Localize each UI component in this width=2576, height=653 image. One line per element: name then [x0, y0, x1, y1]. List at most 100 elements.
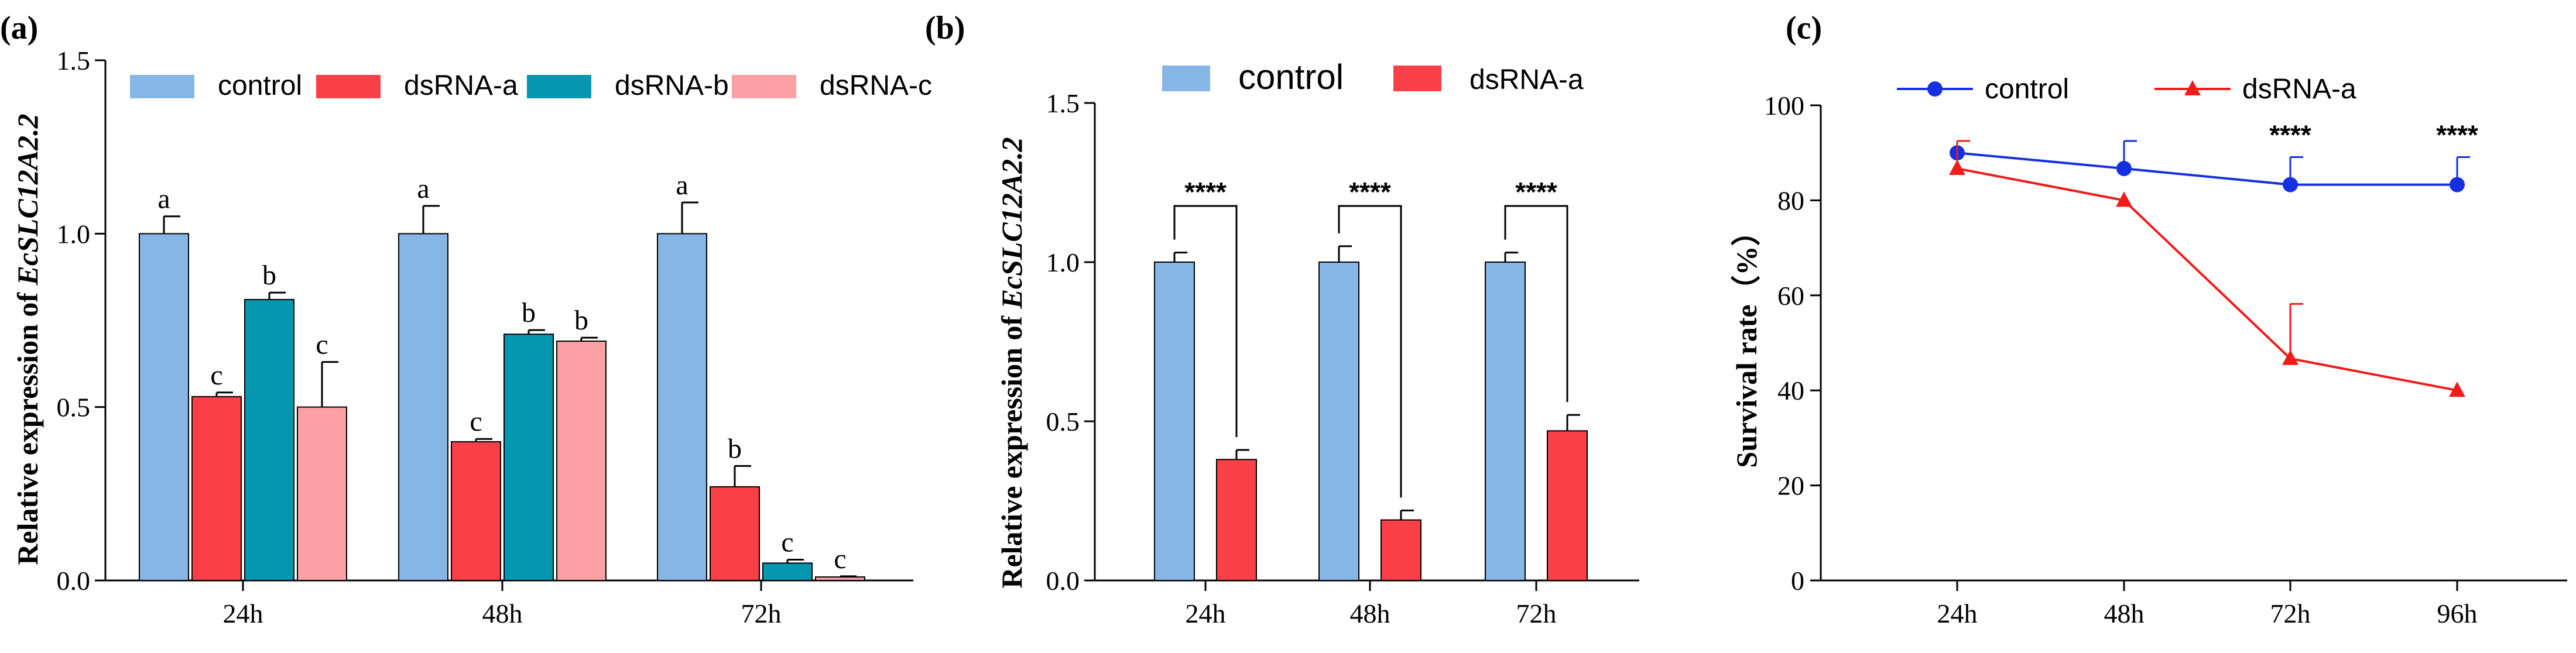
x-tick-label-a: 48h	[482, 599, 523, 628]
point-control-96h	[2450, 177, 2465, 193]
x-tick-label-c: 48h	[2104, 599, 2145, 628]
panel-label-c: (c)	[1786, 10, 1822, 46]
point-dsRNA-a-72h	[2282, 349, 2298, 365]
significance-letter-dsRNA-a-24h: c	[210, 360, 222, 391]
significance-letter-dsRNA-b-48h: b	[522, 297, 536, 328]
legend-marker-control	[1927, 81, 1943, 97]
legend-a: control dsRNA-a dsRNA-b dsRNA-c	[130, 70, 932, 101]
y-tick-label-c: 60	[1777, 281, 1804, 311]
y-tick-label-c: 100	[1764, 91, 1804, 121]
legend-label-dsRNA-a: dsRNA-a	[404, 70, 518, 101]
legend-swatch-dsRNA-a	[316, 75, 381, 98]
bar-dsRNA-a-24h	[191, 396, 242, 581]
x-tick-label-c: 24h	[1937, 599, 1978, 628]
bar-dsRNA-a-48h	[1381, 519, 1421, 582]
significance-stars-48h: ****	[1349, 177, 1391, 207]
legend-label-dsRNA-b: dsRNA-b	[615, 70, 729, 101]
lines-c: **** ****	[1949, 120, 2478, 397]
y-tick-label-c: 0	[1791, 566, 1804, 596]
significance-letter-control-72h: a	[676, 170, 688, 201]
legend-swatch-dsRNA-a	[1393, 66, 1441, 91]
legend-label-control: control	[218, 70, 302, 101]
x-tick-label-b: 24h	[1186, 599, 1226, 628]
legend-label-dsRNA-c: dsRNA-c	[820, 70, 932, 101]
significance-bracket-48h	[1338, 205, 1402, 498]
significance-letter-dsRNA-b-72h: c	[781, 527, 793, 558]
bar-control-72h	[657, 233, 707, 582]
bar-dsRNA-a-24h	[1216, 459, 1257, 582]
significance-letter-dsRNA-c-72h: c	[834, 544, 846, 575]
legend-swatch-control	[1162, 66, 1210, 91]
chart-b: (b) Relative expression of EcSLC12A2.2 0…	[925, 10, 1639, 628]
significance-stars-72h: ****	[1515, 177, 1557, 207]
bar-dsRNA-b-24h	[244, 298, 294, 581]
bar-dsRNA-c-24h	[297, 406, 347, 582]
bar-dsRNA-c-48h	[556, 341, 607, 581]
bar-dsRNA-a-72h	[710, 486, 760, 581]
legend-marker-dsRNA-a	[2184, 80, 2201, 95]
bar-dsRNA-a-72h	[1547, 430, 1588, 581]
y-axis-title-a-prefix: Relative expression of	[11, 285, 44, 565]
y-tick-label-c: 40	[1777, 376, 1804, 405]
y-axis-title-b: Relative expression of EcSLC12A2.2	[995, 137, 1028, 588]
x-tick-label-b: 72h	[1516, 599, 1557, 628]
y-tick-label-a: 0.5	[57, 393, 91, 422]
y-tick-label-b: 1.5	[1046, 88, 1080, 118]
y-axis-title-a: Relative expression of EcSLC12A2.2	[11, 114, 44, 565]
y-axis-title-a-gene: EcSLC12A2.2	[11, 114, 44, 286]
panel-label-b: (b)	[925, 10, 965, 46]
significance-stars-72h: ****	[2269, 120, 2311, 150]
series-line-control	[1957, 152, 2457, 186]
y-axis-title-b-gene: EcSLC12A2.2	[995, 137, 1028, 309]
y-tick-label-b: 0.5	[1046, 407, 1080, 437]
y-tick-label-a: 1.0	[57, 219, 91, 249]
y-tick-label-b: 0.0	[1046, 566, 1080, 596]
axes-a: 0.0 0.5 1.0 1.5 24h 48h 72h	[57, 46, 913, 628]
y-tick-label-b: 1.0	[1046, 248, 1080, 277]
legend-b: control dsRNA-a	[1162, 57, 1584, 97]
significance-letter-dsRNA-c-24h: c	[316, 329, 328, 360]
legend-label-control: control	[1238, 57, 1344, 97]
legend-label-dsRNA-a: dsRNA-a	[1469, 64, 1584, 95]
significance-letter-dsRNA-b-24h: b	[262, 260, 276, 291]
bar-control-48h	[1318, 262, 1359, 581]
y-axis-title-c: Survival rate（%）	[1730, 216, 1763, 468]
x-tick-label-c: 72h	[2270, 599, 2311, 628]
chart-a: (a) Relative expression of EcSLC12A2.2 0…	[0, 10, 932, 628]
x-tick-label-a: 24h	[223, 599, 263, 628]
point-dsRNA-a-48h	[2116, 191, 2132, 207]
y-tick-label-c: 20	[1777, 471, 1804, 501]
significance-stars-96h: ****	[2436, 120, 2478, 150]
bar-dsRNA-b-48h	[503, 334, 554, 581]
significance-letter-control-24h: a	[157, 184, 170, 215]
legend-swatch-dsRNA-c	[732, 75, 796, 98]
bar-control-48h	[398, 233, 448, 582]
y-tick-label-a: 1.5	[57, 46, 91, 75]
significance-letter-dsRNA-a-48h: c	[470, 406, 482, 437]
y-tick-label-c: 80	[1777, 185, 1804, 215]
significance-bracket-24h	[1173, 205, 1238, 437]
bar-control-72h	[1485, 262, 1526, 581]
legend-c: control dsRNA-a	[1897, 74, 2356, 105]
significance-letter-dsRNA-c-48h: b	[574, 305, 588, 336]
legend-swatch-dsRNA-b	[527, 75, 591, 98]
x-tick-label-a: 72h	[741, 599, 782, 628]
bar-dsRNA-a-48h	[451, 441, 501, 582]
axes-b: 0.0 0.5 1.0 1.5 24h 48h 72h	[1046, 88, 1639, 628]
x-tick-label-c: 96h	[2437, 599, 2478, 628]
legend-label-control: control	[1985, 74, 2069, 105]
chart-c: (c) Survival rate（%） 0 20 40 60 80 100 24h 48h 7…	[1730, 10, 2567, 628]
legend-swatch-control	[130, 75, 194, 98]
point-control-72h	[2283, 177, 2298, 193]
significance-bracket-72h	[1504, 205, 1568, 403]
series-line-dsRNA-a	[1957, 167, 2458, 392]
point-dsRNA-a-24h	[1949, 159, 1965, 175]
significance-stars-24h: ****	[1184, 177, 1227, 207]
legend-label-dsRNA-a: dsRNA-a	[2242, 74, 2356, 105]
significance-letter-control-48h: a	[417, 173, 429, 204]
bar-control-24h	[1154, 262, 1195, 581]
bar-dsRNA-b-72h	[762, 562, 813, 581]
x-tick-label-b: 48h	[1350, 599, 1390, 628]
axes-c: 0 20 40 60 80 100 24h 48h 72h 96h	[1764, 91, 2567, 628]
